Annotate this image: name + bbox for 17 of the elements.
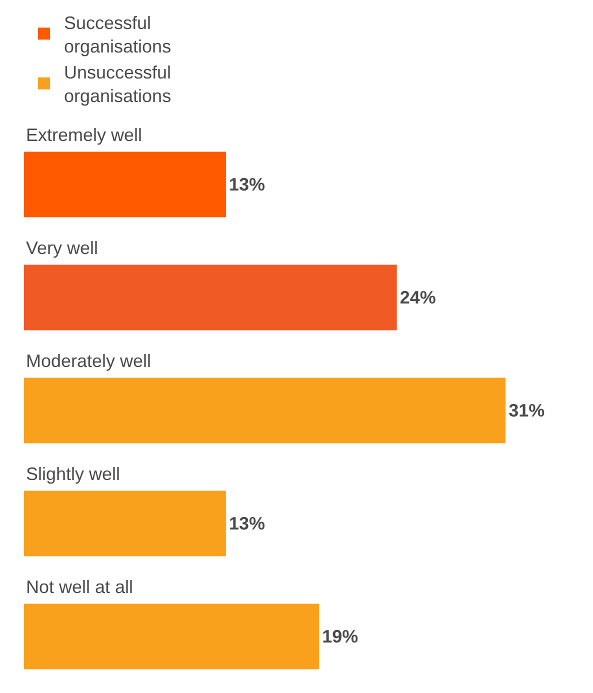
legend-label: Successful organisations bbox=[64, 12, 172, 56]
bar bbox=[24, 604, 320, 670]
bar bbox=[24, 490, 226, 556]
y-tick-label: Moderately well bbox=[26, 351, 152, 371]
legend-label: Unsuccessful organisations bbox=[64, 62, 172, 106]
data-label: 19% bbox=[322, 626, 358, 646]
y-tick-label: Extremely well bbox=[26, 125, 142, 145]
data-label: 13% bbox=[228, 174, 265, 194]
data-label: 13% bbox=[228, 514, 265, 534]
bar bbox=[24, 264, 397, 330]
data-label: 31% bbox=[508, 400, 545, 420]
y-tick-label: Slightly well bbox=[26, 464, 120, 484]
bar bbox=[24, 152, 226, 218]
bar bbox=[24, 378, 506, 444]
y-tick-label: Not well at all bbox=[26, 577, 134, 597]
y-tick-label: Very well bbox=[26, 238, 98, 258]
data-label: 24% bbox=[400, 288, 436, 308]
